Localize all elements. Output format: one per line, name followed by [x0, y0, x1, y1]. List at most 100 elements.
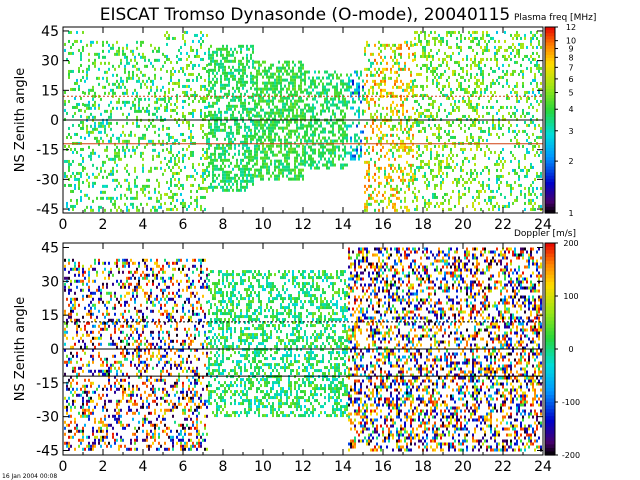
- data-cell: [418, 147, 420, 151]
- data-cell: [96, 166, 98, 170]
- data-cell: [494, 57, 496, 61]
- data-cell: [482, 114, 484, 118]
- data-cell: [144, 82, 146, 86]
- data-cell: [362, 97, 364, 101]
- data-cell: [204, 150, 206, 154]
- data-cell: [208, 113, 210, 117]
- data-cell: [424, 36, 426, 40]
- data-cell: [286, 72, 288, 76]
- data-cell: [214, 95, 216, 99]
- data-cell: [486, 57, 488, 61]
- data-cell: [172, 81, 174, 85]
- data-cell: [236, 125, 238, 129]
- data-cell: [352, 100, 354, 104]
- data-cell: [470, 33, 472, 37]
- colorbar-step: [545, 48, 555, 53]
- data-cell: [124, 133, 126, 137]
- data-cell: [518, 165, 520, 169]
- data-cell: [530, 162, 532, 166]
- data-cell: [472, 177, 474, 181]
- data-cell: [94, 136, 96, 140]
- data-cell: [276, 78, 278, 82]
- data-cell: [242, 134, 244, 138]
- data-cell: [166, 207, 168, 211]
- data-cell: [126, 187, 128, 191]
- data-cell: [308, 145, 310, 149]
- data-cell: [264, 99, 266, 103]
- data-cell: [268, 117, 270, 121]
- data-cell: [208, 104, 210, 108]
- data-cell: [176, 153, 178, 157]
- data-cell: [368, 184, 370, 188]
- data-cell: [332, 124, 334, 128]
- data-cell: [476, 51, 478, 55]
- data-cell: [132, 148, 134, 152]
- data-cell: [520, 114, 522, 118]
- data-cell: [394, 202, 396, 206]
- data-cell: [486, 111, 488, 115]
- data-cell: [96, 315, 98, 319]
- data-cell: [92, 163, 94, 167]
- data-cell: [74, 261, 76, 265]
- data-cell: [290, 117, 292, 121]
- data-cell: [94, 417, 96, 421]
- data-cell: [302, 162, 304, 166]
- data-cell: [274, 78, 276, 82]
- data-cell: [208, 71, 210, 75]
- data-cell: [84, 91, 86, 95]
- data-cell: [230, 98, 232, 102]
- data-cell: [402, 106, 404, 110]
- data-cell: [164, 105, 166, 109]
- data-cell: [110, 127, 112, 131]
- data-cell: [94, 261, 96, 265]
- data-cell: [450, 45, 452, 49]
- data-cell: [220, 80, 222, 84]
- data-cell: [92, 441, 94, 445]
- data-cell: [428, 33, 430, 37]
- data-cell: [260, 105, 262, 109]
- data-cell: [108, 115, 110, 119]
- data-cell: [186, 93, 188, 97]
- data-cell: [270, 87, 272, 91]
- data-cell: [522, 81, 524, 85]
- data-cell: [312, 163, 314, 167]
- data-cell: [490, 57, 492, 61]
- data-cell: [68, 447, 70, 451]
- data-cell: [334, 97, 336, 101]
- data-cell: [164, 117, 166, 121]
- data-cell: [82, 297, 84, 301]
- x-tick-label: 24: [534, 217, 552, 233]
- data-cell: [278, 90, 280, 94]
- data-cell: [244, 101, 246, 105]
- data-cell: [528, 105, 530, 109]
- data-cell: [274, 162, 276, 166]
- data-cell: [468, 99, 470, 103]
- data-cell: [358, 136, 360, 140]
- data-cell: [164, 60, 166, 64]
- data-cell: [384, 190, 386, 194]
- data-cell: [498, 186, 500, 190]
- data-cell: [480, 126, 482, 130]
- data-cell: [316, 85, 318, 89]
- data-cell: [328, 160, 330, 164]
- data-cell: [124, 139, 126, 143]
- data-cell: [116, 40, 118, 44]
- data-cell: [288, 147, 290, 151]
- data-cell: [308, 70, 310, 74]
- data-cell: [530, 165, 532, 169]
- data-cell: [232, 59, 234, 63]
- data-cell: [314, 70, 316, 74]
- data-cell: [444, 51, 446, 55]
- data-cell: [460, 84, 462, 88]
- data-cell: [252, 119, 254, 123]
- data-cell: [134, 184, 136, 188]
- data-cell: [106, 426, 108, 430]
- data-cell: [80, 39, 82, 43]
- data-cell: [392, 124, 394, 128]
- data-cell: [74, 342, 76, 346]
- data-cell: [408, 163, 410, 167]
- data-cell: [354, 91, 356, 95]
- data-cell: [282, 72, 284, 76]
- data-cell: [106, 109, 108, 113]
- data-cell: [74, 273, 76, 277]
